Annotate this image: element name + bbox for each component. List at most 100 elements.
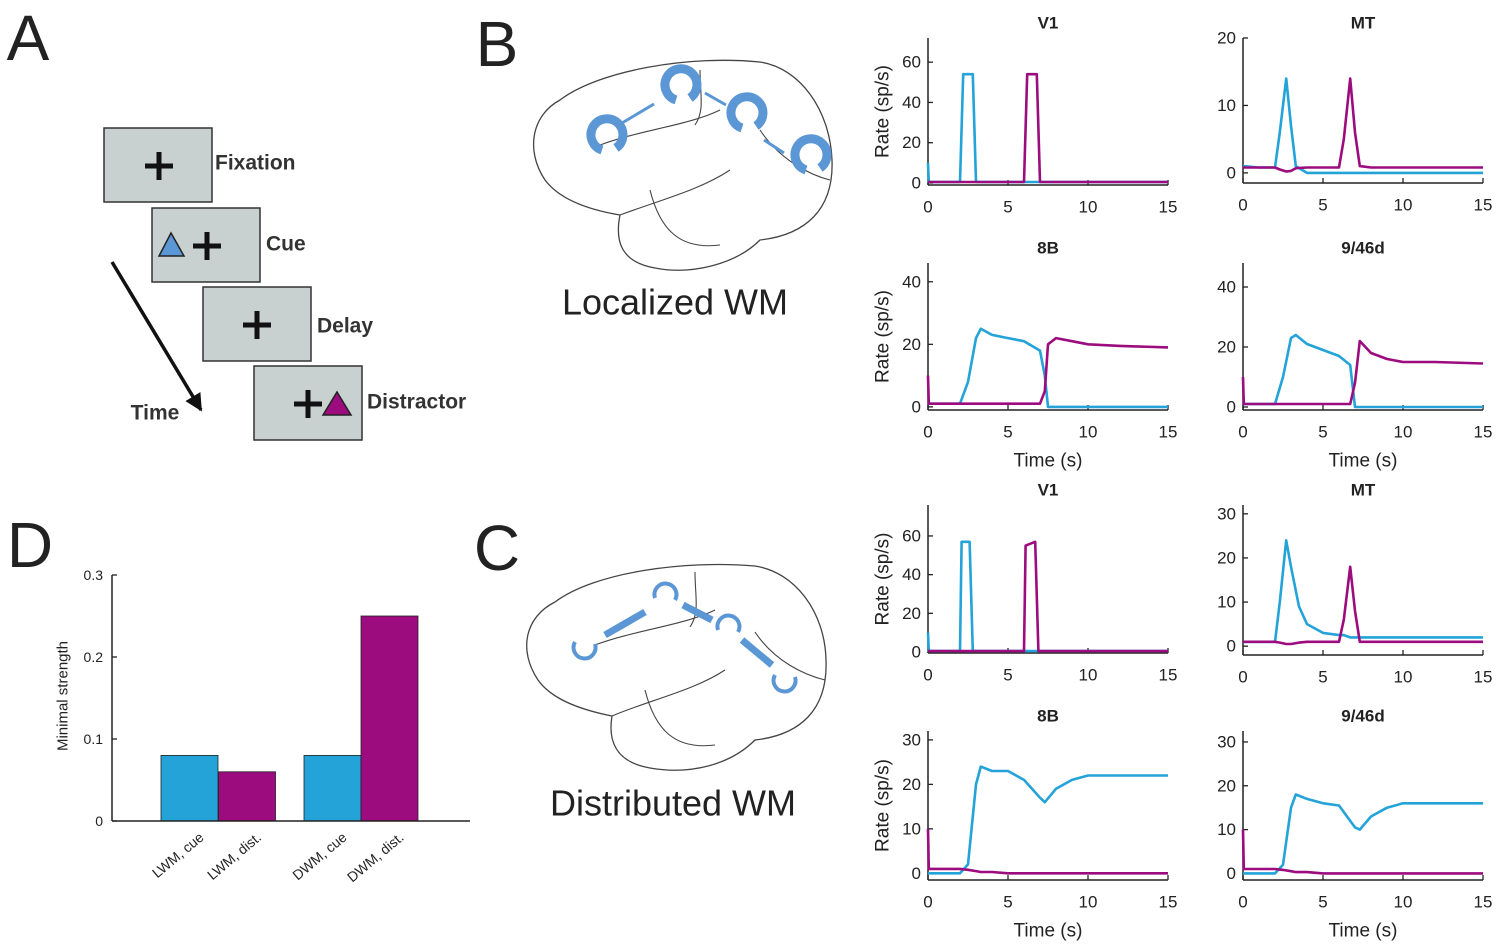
x-tick-label: 5 [1003, 423, 1012, 442]
y-tick-label: 0.1 [84, 731, 104, 747]
bar [360, 615, 419, 822]
series-line [926, 72, 1168, 184]
step-label: Distractor [367, 391, 466, 414]
x-tick-label: 15 [1159, 893, 1178, 912]
y-tick-label: 30 [1217, 504, 1236, 523]
y-tick-label: 20 [1217, 776, 1236, 795]
x-tick-label: 15 [1474, 668, 1493, 687]
x-tick-label: 0 [1238, 668, 1247, 687]
x-tick-label: 5 [1318, 893, 1327, 912]
chart-title: V1 [1038, 481, 1059, 500]
series-line [1242, 77, 1483, 175]
step-label: Fixation [215, 152, 296, 175]
panel-label: A [7, 2, 50, 74]
y-tick-label: 20 [1217, 29, 1236, 48]
chart-title: 9/46d [1341, 239, 1384, 258]
chart-title: V1 [1038, 14, 1059, 33]
x-tick-label: 10 [1394, 893, 1413, 912]
y-axis-label: Minimal strength [55, 641, 72, 751]
x-tick-label: 15 [1474, 196, 1493, 215]
bar [303, 755, 362, 822]
y-tick-label: 10 [1217, 820, 1236, 839]
y-tick-label: 0 [1227, 637, 1236, 656]
y-tick-label: 20 [902, 335, 921, 354]
brain-distributed: Distributed WM [526, 563, 827, 824]
series-line [926, 828, 1168, 875]
step-label: Cue [266, 233, 306, 256]
y-tick-label: 10 [1217, 96, 1236, 115]
y-tick-label: 20 [902, 133, 921, 152]
x-tick-label: 10 [1394, 196, 1413, 215]
panel-label: D [7, 509, 53, 581]
x-tick-label: 10 [1394, 668, 1413, 687]
series-line [927, 327, 1168, 409]
y-tick-label: 0.3 [84, 567, 104, 583]
series-line [1243, 539, 1483, 644]
brain-label: Localized WM [562, 282, 788, 323]
x-tick-label: LWM, cue [149, 829, 207, 881]
y-tick-label: 30 [902, 730, 921, 749]
series-line [927, 72, 1168, 184]
x-tick-label: 0 [1238, 423, 1247, 442]
series-line [927, 540, 1168, 653]
x-tick-label: 15 [1474, 893, 1493, 912]
chart-title: MT [1351, 481, 1376, 500]
time-label: Time [131, 402, 180, 425]
brain-localized: Localized WM [532, 59, 833, 323]
y-tick-label: 0 [912, 643, 921, 662]
y-axis-label: Rate (sp/s) [873, 290, 894, 383]
y-axis-label: Rate (sp/s) [873, 759, 894, 852]
y-tick-label: 60 [902, 526, 921, 545]
x-tick-label: DWM, dist. [344, 829, 407, 885]
x-tick-label: 0 [923, 423, 932, 442]
x-tick-label: LWM, dist. [204, 829, 264, 883]
y-tick-label: 0 [912, 864, 921, 883]
y-tick-label: 40 [902, 93, 921, 112]
x-tick-label: 10 [1394, 423, 1413, 442]
y-tick-label: 0 [1227, 163, 1236, 182]
x-tick-label: 10 [1079, 198, 1098, 217]
y-tick-label: 0 [912, 173, 921, 192]
y-tick-label: 40 [902, 565, 921, 584]
brain-label: Distributed WM [550, 783, 796, 824]
series-line [1243, 77, 1483, 173]
bar [218, 771, 276, 822]
chart-title: 8B [1037, 707, 1059, 726]
x-tick-label: DWM, cue [289, 829, 350, 883]
x-axis-label: Time (s) [1329, 451, 1398, 472]
series-line [927, 765, 1168, 875]
bar [160, 755, 219, 822]
series-line [1241, 339, 1484, 406]
y-tick-label: 0 [912, 397, 921, 416]
x-tick-label: 0 [923, 198, 932, 217]
y-tick-label: 40 [1217, 278, 1236, 297]
y-tick-label: 40 [902, 272, 921, 291]
x-tick-label: 15 [1474, 423, 1493, 442]
x-tick-label: 5 [1003, 666, 1012, 685]
y-tick-label: 0 [95, 813, 103, 829]
y-tick-label: 10 [902, 819, 921, 838]
x-tick-label: 0 [923, 893, 932, 912]
y-tick-label: 20 [1217, 338, 1236, 357]
series-line [1243, 565, 1483, 646]
x-tick-label: 10 [1079, 893, 1098, 912]
x-tick-label: 15 [1159, 666, 1178, 685]
x-tick-label: 15 [1159, 423, 1178, 442]
chart-title: 9/46d [1341, 707, 1384, 726]
x-tick-label: 10 [1079, 423, 1098, 442]
y-tick-label: 0.2 [84, 649, 104, 665]
y-axis-label: Rate (sp/s) [873, 533, 894, 626]
x-tick-label: 5 [1003, 893, 1012, 912]
y-tick-label: 10 [1217, 593, 1236, 612]
x-axis-label: Time (s) [1014, 451, 1083, 472]
y-tick-label: 30 [1217, 732, 1236, 751]
x-tick-label: 0 [1238, 196, 1247, 215]
panel-label: B [476, 8, 519, 80]
x-tick-label: 15 [1159, 198, 1178, 217]
step-label: Delay [317, 315, 373, 338]
x-tick-label: 5 [1003, 198, 1012, 217]
y-tick-label: 60 [902, 53, 921, 72]
y-tick-label: 20 [902, 604, 921, 623]
x-tick-label: 10 [1079, 666, 1098, 685]
chart-title: 8B [1037, 239, 1059, 258]
